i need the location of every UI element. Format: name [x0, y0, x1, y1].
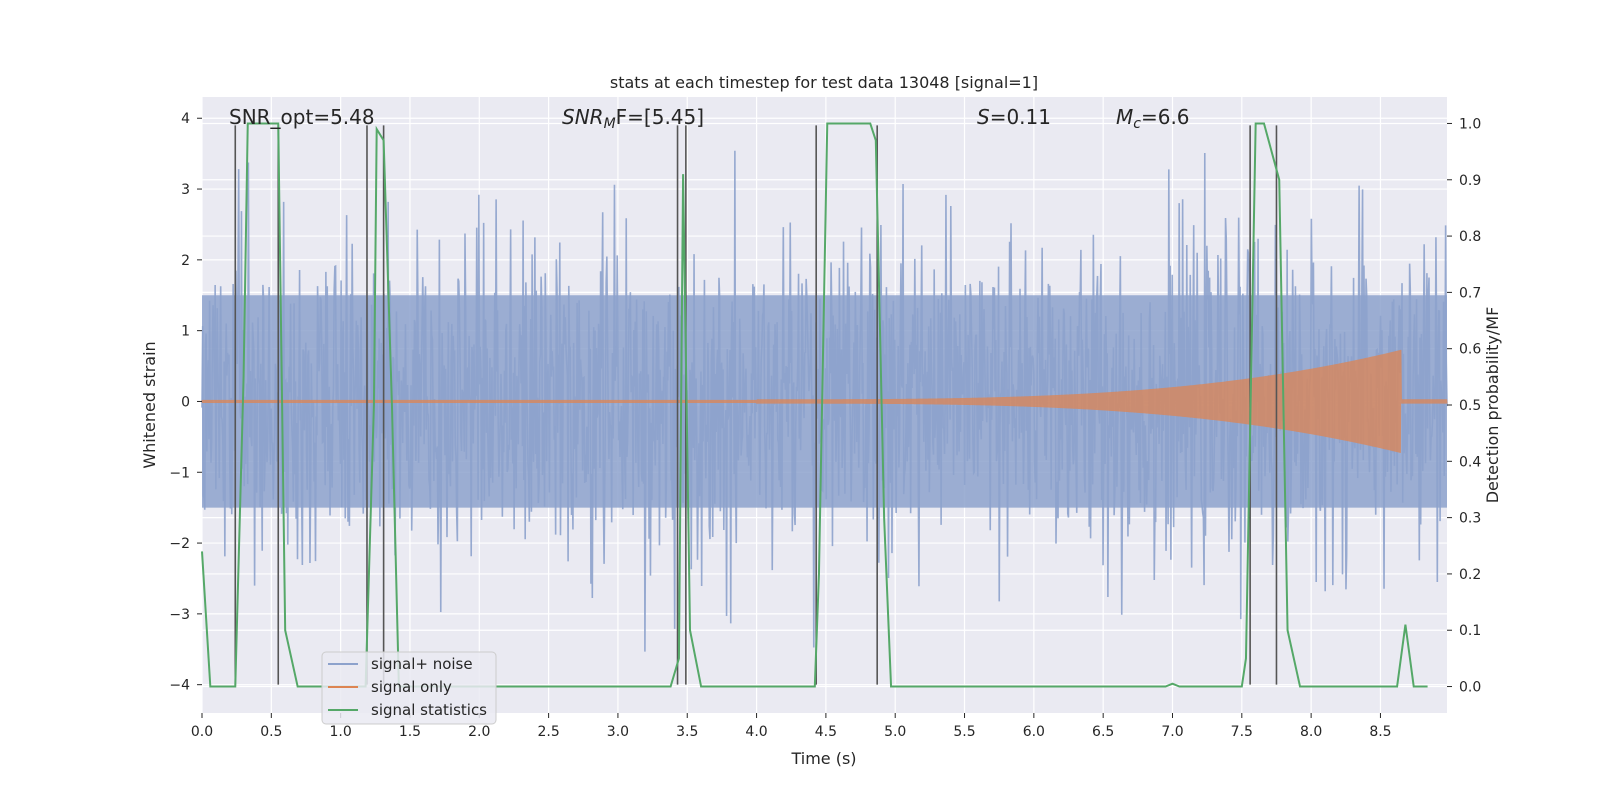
legend-box	[321, 651, 497, 725]
x-tick-label-5: 2.5	[537, 724, 559, 740]
annotation-snr-mf-main: SNR	[562, 105, 604, 129]
x-ticks: 0.0 0.5 1.0 1.5 2.0 2.5 3.0 3.5 4.0 4.5 5.0 5.5 6.0 6…	[191, 713, 1392, 740]
x-tick-label-7: 3.5	[676, 724, 698, 740]
y2-tick-label-4: 0.6	[1459, 342, 1481, 358]
annotation-mc: Mc=6.6	[1116, 105, 1190, 132]
y2-tick-label-5: 0.5	[1459, 398, 1481, 414]
y-tick-label-3: 1	[181, 324, 190, 340]
x-tick-label-8: 4.0	[745, 724, 767, 740]
y-tick-label-6: −2	[169, 536, 190, 552]
x-tick-label-13: 6.5	[1092, 724, 1114, 740]
y2-tick-label-9: 0.1	[1459, 623, 1481, 639]
annotation-snr-mf: SNRMF=[5.45]	[562, 105, 704, 132]
x-tick-label-12: 6.0	[1023, 724, 1045, 740]
signal-statistics-series	[201, 122, 1428, 688]
y-tick-label-4: 0	[181, 394, 190, 410]
y2-axis-label: Detection probability/MF	[1483, 307, 1502, 504]
legend: signal+ noise signal only signal statist…	[321, 651, 497, 725]
x-tick-label-16: 8.0	[1300, 724, 1322, 740]
annotation-s-value: =0.11	[990, 105, 1051, 129]
signal-only-series	[201, 349, 1448, 453]
y-tick-label-7: −3	[169, 607, 190, 623]
annotation-s-label: S	[977, 105, 990, 129]
legend-label-signal: signal only	[371, 678, 452, 696]
legend-label-statistics: signal statistics	[371, 701, 487, 719]
annotation-s: S=0.11	[977, 105, 1051, 129]
x-axis-label: Time (s)	[790, 749, 856, 768]
annotation-mc-sub: c	[1133, 116, 1141, 132]
y-axis-label: Whitened strain	[140, 341, 159, 468]
annotation-snr-mf-rest: F=[5.45]	[616, 105, 704, 129]
x-tick-label-10: 5.0	[884, 724, 906, 740]
y2-tick-label-6: 0.4	[1459, 454, 1481, 470]
legend-label-noise: signal+ noise	[371, 655, 473, 673]
y-tick-label-5: −1	[169, 465, 190, 481]
signal-only-line	[201, 349, 1448, 453]
y-tick-label-1: 3	[181, 182, 190, 198]
y2-tick-label-10: 0.0	[1459, 680, 1481, 696]
x-tick-label-17: 8.5	[1369, 724, 1391, 740]
annotation-snr-opt: SNR_opt=5.48	[229, 105, 375, 129]
x-tick-label-4: 2.0	[468, 724, 490, 740]
y2-tick-label-1: 0.9	[1459, 173, 1481, 189]
x-tick-label-0: 0.0	[191, 724, 213, 740]
y-tick-label-8: −4	[169, 678, 190, 694]
statistics-line	[201, 122, 1428, 688]
x-tick-label-11: 5.5	[953, 724, 975, 740]
y-tick-label-0: 4	[181, 111, 190, 127]
x-tick-label-6: 3.0	[607, 724, 629, 740]
x-tick-label-1: 0.5	[260, 724, 282, 740]
y2-tick-label-3: 0.7	[1459, 285, 1481, 301]
x-tick-label-15: 7.5	[1231, 724, 1253, 740]
x-tick-label-9: 4.5	[815, 724, 837, 740]
annotation-mc-value: =6.6	[1141, 105, 1190, 129]
x-tick-label-3: 1.5	[399, 724, 421, 740]
y2-tick-label-2: 0.8	[1459, 229, 1481, 245]
y2-tick-label-7: 0.3	[1459, 511, 1481, 527]
y-tick-label-2: 2	[181, 253, 190, 269]
y2-ticks: 1.0 0.9 0.8 0.7 0.6 0.5 0.4 0.3 0.2 0.1 0.0	[1447, 116, 1481, 696]
y-ticks: 4 3 2 1 0 −1 −2 −3 −4	[169, 111, 202, 694]
y2-tick-label-8: 0.2	[1459, 567, 1481, 583]
y2-tick-label-0: 1.0	[1459, 116, 1481, 132]
annotation-snr-mf-sub: M	[604, 116, 616, 132]
annotation-mc-label: M	[1116, 105, 1133, 129]
x-tick-label-14: 7.0	[1161, 724, 1183, 740]
x-tick-label-2: 1.0	[330, 724, 352, 740]
chart-title: stats at each timestep for test data 130…	[610, 73, 1038, 92]
